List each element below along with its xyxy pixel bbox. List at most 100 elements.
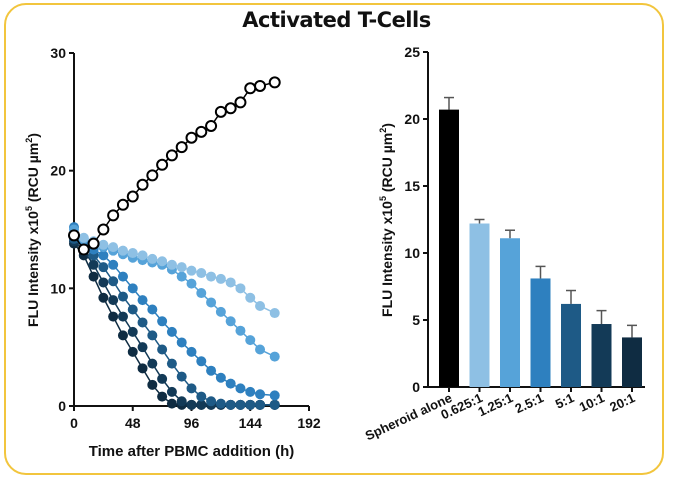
data-point (186, 278, 197, 289)
series-2.5:1 (69, 222, 280, 401)
bar-y-tick-label: 0 (412, 379, 420, 395)
series-5:1 (69, 233, 280, 410)
data-point (269, 399, 280, 410)
data-point (166, 386, 177, 397)
series-0.625:1 (69, 230, 280, 319)
line-y-tick-label: 30 (50, 45, 66, 61)
data-point (137, 342, 148, 353)
data-point (186, 346, 197, 357)
data-point (269, 308, 280, 319)
data-point (176, 396, 187, 407)
bar-category-label: 20:1 (607, 390, 637, 415)
data-point (215, 398, 226, 409)
data-point (88, 259, 99, 270)
bar-y-tick-label: 5 (412, 312, 420, 328)
data-point (166, 326, 177, 337)
bar-y-axis-label: FLU Intensity x105 (RCU µm2) (378, 123, 395, 317)
data-point (157, 316, 168, 327)
data-point (244, 82, 257, 95)
data-point (225, 277, 236, 288)
data-point (224, 102, 237, 115)
data-point (269, 390, 280, 401)
data-point (147, 304, 158, 315)
figure-title: Activated T-Cells (242, 8, 431, 32)
line-y-tick-label: 20 (50, 163, 66, 179)
data-point (68, 229, 80, 242)
data-point (156, 158, 169, 171)
data-point (166, 358, 177, 369)
data-point (117, 245, 128, 256)
data-point (117, 271, 128, 282)
data-point (127, 283, 138, 294)
data-point (245, 335, 256, 346)
data-point (196, 399, 207, 410)
bar-category-label: 1.25:1 (476, 390, 516, 419)
data-point (117, 291, 128, 302)
data-point (196, 356, 207, 367)
data-point (117, 330, 128, 341)
data-point (235, 383, 246, 394)
data-point (88, 271, 99, 282)
data-point (157, 344, 168, 355)
data-point (127, 304, 138, 315)
data-point (185, 131, 198, 144)
data-point (269, 351, 280, 362)
data-point (215, 273, 226, 284)
bar-5:1 (561, 303, 581, 387)
bar-y-tick-label: 10 (404, 245, 420, 261)
data-point (146, 169, 159, 182)
data-point (234, 96, 247, 109)
line-y-tick-label: 10 (50, 280, 66, 296)
series-spheroid_alone (68, 76, 281, 256)
data-point (214, 105, 227, 118)
data-point (78, 232, 89, 243)
data-point (196, 268, 207, 279)
line-x-tick-label: 192 (297, 415, 321, 431)
data-point (225, 399, 236, 410)
line-y-tick-label: 0 (58, 398, 66, 414)
data-point (116, 198, 129, 211)
data-point (206, 396, 217, 407)
data-point (108, 276, 119, 287)
data-point (176, 337, 187, 348)
data-point (98, 262, 109, 273)
data-point (127, 326, 138, 337)
bar-0.625:1 (469, 223, 490, 387)
data-point (235, 399, 246, 410)
data-point (157, 373, 168, 384)
data-point (157, 256, 168, 267)
data-point (245, 292, 256, 303)
data-point (108, 259, 119, 270)
data-point (108, 242, 119, 253)
data-point (195, 125, 208, 138)
bar-20:1 (622, 337, 642, 387)
bar-10:1 (591, 324, 612, 387)
data-point (166, 398, 177, 409)
data-point (255, 300, 266, 311)
bar-category-label: 2.5:1 (513, 390, 546, 416)
data-point (97, 223, 110, 236)
data-point (147, 358, 158, 369)
data-point (157, 391, 168, 402)
data-point (127, 248, 138, 259)
data-point (225, 378, 236, 389)
bar-Spheroid alone (439, 109, 459, 388)
data-point (98, 239, 109, 250)
data-point (126, 190, 139, 203)
data-point (77, 243, 90, 256)
data-point (137, 363, 148, 374)
data-point (175, 141, 188, 154)
data-point (245, 386, 256, 397)
bar-y-tick-label: 20 (404, 111, 420, 127)
data-point (196, 288, 207, 299)
line-x-tick-label: 96 (184, 415, 200, 431)
data-point (235, 325, 246, 336)
bar-category-label: 5:1 (553, 390, 576, 412)
data-point (186, 383, 197, 394)
data-point (107, 209, 120, 222)
bar-category-label: Spheroid alone (363, 390, 454, 443)
data-point (87, 237, 100, 250)
line-x-axis-label: Time after PBMC addition (h) (89, 443, 295, 460)
data-point (165, 149, 178, 162)
